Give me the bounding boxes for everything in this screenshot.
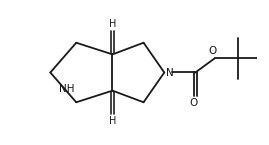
Text: NH: NH [59, 84, 75, 94]
Text: H: H [109, 19, 116, 29]
Text: N: N [166, 68, 174, 77]
Text: H: H [109, 116, 116, 126]
Text: O: O [189, 98, 197, 108]
Text: O: O [208, 46, 217, 56]
